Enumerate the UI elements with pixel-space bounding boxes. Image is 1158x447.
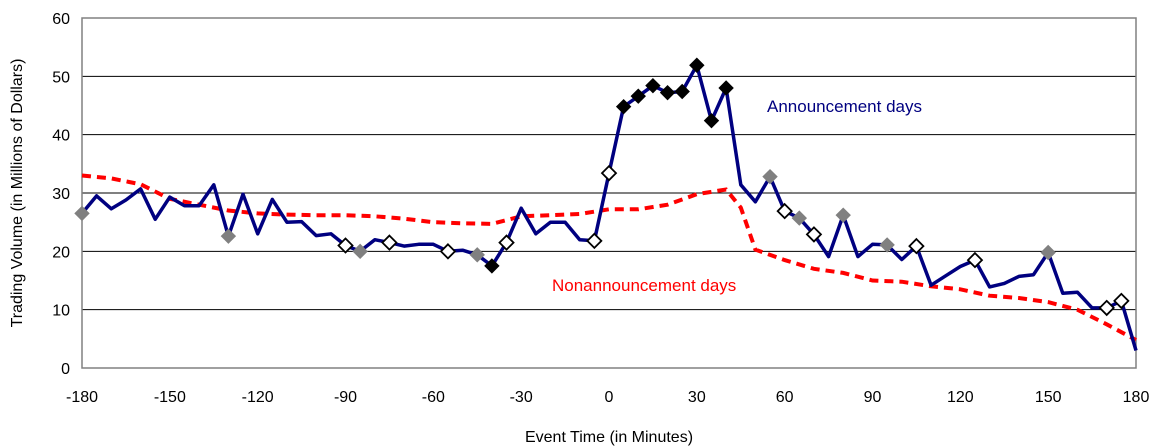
y-tick-label: 10 (52, 303, 70, 320)
x-tick-label: -30 (510, 389, 533, 406)
x-tick-label: 120 (947, 389, 974, 406)
x-tick-label: 30 (688, 389, 706, 406)
x-tick-label: -90 (334, 389, 357, 406)
x-tick-label: 150 (1035, 389, 1062, 406)
announcement-markers (74, 57, 1130, 317)
diamond-marker-black (689, 57, 705, 73)
diamond-marker-open (381, 234, 398, 251)
diamond-marker-gray (220, 228, 237, 244)
diamond-marker-gray (835, 207, 851, 223)
diamond-marker-gray (74, 205, 90, 222)
diamond-marker-gray (352, 243, 368, 260)
y-axis-tick-labels: 0 10 20 30 40 50 60 (52, 11, 70, 378)
diamond-marker-black (645, 77, 661, 94)
diamond-marker-open (439, 243, 457, 260)
diamond-marker-open (337, 237, 354, 254)
diamond-marker-black (674, 83, 690, 100)
y-axis-title: Trading Volume (in Millions of Dollars) (9, 59, 26, 328)
x-tick-label: -150 (154, 389, 186, 406)
announcement-days-label: Announcement days (767, 97, 922, 116)
y-tick-label: 20 (52, 244, 70, 261)
plot-area-frame (81, 17, 1137, 369)
x-tick-label: 180 (1123, 389, 1150, 406)
diamond-marker-gray (1040, 244, 1056, 261)
y-tick-label: 30 (52, 186, 70, 203)
diamond-marker-open (1113, 292, 1130, 310)
diamond-marker-open (1098, 299, 1115, 317)
diamond-marker-gray (762, 168, 778, 185)
diamond-marker-black (484, 258, 500, 274)
x-axis-tick-labels: -180 -150 -120 -90 -60 -30 0 30 60 90 120 150 180 (66, 389, 1149, 406)
y-tick-label: 50 (52, 69, 70, 86)
diamond-marker-open (908, 237, 925, 255)
y-tick-label: 60 (52, 11, 70, 28)
diamond-marker-black (615, 98, 632, 115)
diamond-marker-open (600, 164, 618, 182)
diamond-marker-black (659, 84, 676, 101)
nonannouncement-days-label: Nonannouncement days (552, 276, 736, 295)
diamond-marker-gray (791, 210, 808, 226)
x-tick-label: 90 (864, 389, 882, 406)
x-axis-title: Event Time (in Minutes) (525, 429, 693, 446)
announcement-series (80, 63, 1138, 351)
horizontal-gridlines (82, 75, 1136, 311)
nonannouncement-line (81, 173, 1137, 342)
x-tick-label: -180 (66, 389, 98, 406)
diamond-marker-gray (469, 247, 485, 263)
announcement-line (80, 63, 1138, 351)
y-tick-label: 0 (61, 361, 70, 378)
x-tick-label: -60 (422, 389, 445, 406)
y-tick-label: 40 (52, 128, 70, 145)
x-tick-label: 60 (776, 389, 794, 406)
diamond-marker-open (776, 202, 793, 220)
x-tick-label: -120 (242, 389, 274, 406)
diamond-marker-open (586, 232, 603, 250)
diamond-marker-open (966, 251, 984, 269)
diamond-marker-black (630, 88, 646, 104)
diamond-marker-gray (879, 237, 895, 253)
diamond-marker-black (703, 112, 720, 129)
diamond-marker-open (805, 226, 823, 243)
diamond-marker-black (718, 80, 734, 96)
nonannouncement-series (81, 173, 1137, 342)
diamond-marker-open (498, 234, 515, 251)
x-tick-label: 0 (605, 389, 614, 406)
